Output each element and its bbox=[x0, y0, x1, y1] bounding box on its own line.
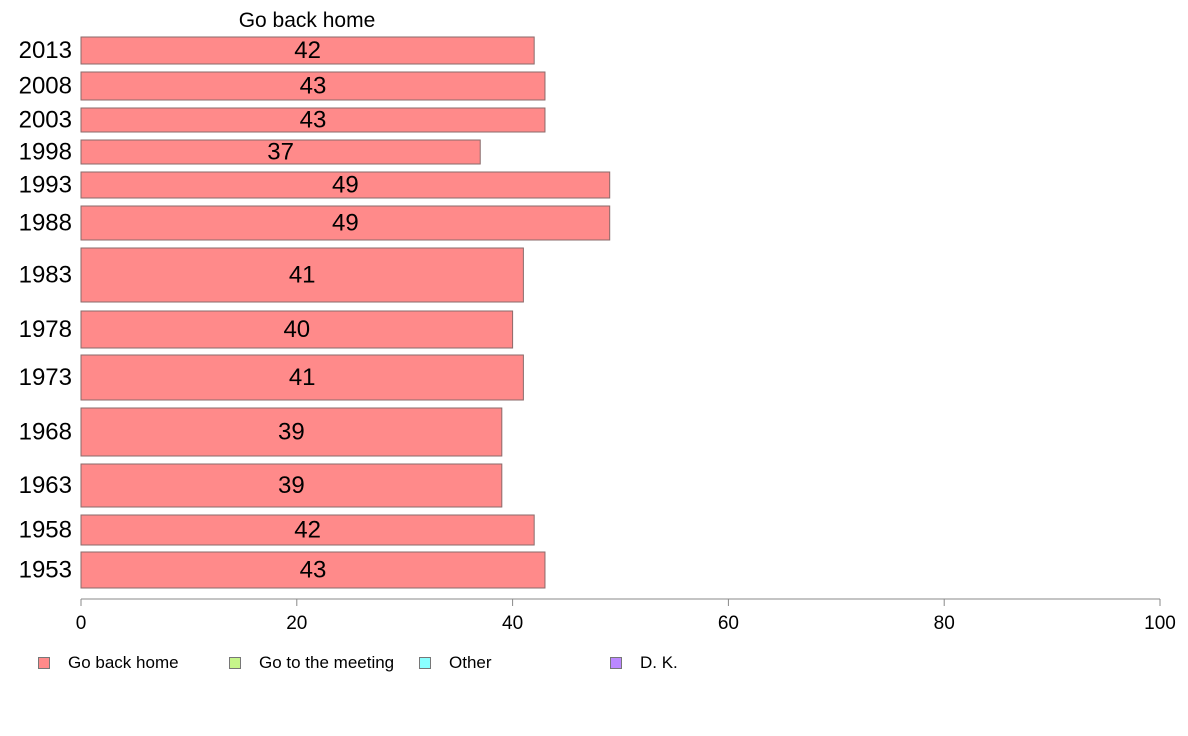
legend-swatch bbox=[419, 657, 431, 669]
value-label-2008: 43 bbox=[300, 73, 327, 100]
bar-1988 bbox=[80, 205, 611, 241]
x-tick-label-40: 40 bbox=[502, 613, 523, 634]
value-label-2003: 43 bbox=[300, 107, 327, 134]
x-tick-label-20: 20 bbox=[286, 613, 307, 634]
category-label-1968: 1968 bbox=[19, 419, 72, 446]
bar-1968 bbox=[80, 407, 503, 457]
value-label-1953: 43 bbox=[300, 557, 327, 584]
category-label-2013: 2013 bbox=[19, 37, 72, 64]
category-label-2008: 2008 bbox=[19, 73, 72, 100]
legend-swatch bbox=[610, 657, 622, 669]
x-tick-label-80: 80 bbox=[934, 613, 955, 634]
value-label-1963: 39 bbox=[278, 472, 305, 499]
bar-1983 bbox=[80, 247, 524, 303]
category-label-1963: 1963 bbox=[19, 472, 72, 499]
chart-title: Go back home bbox=[239, 9, 376, 32]
bar-1998 bbox=[80, 139, 481, 165]
legend-label: Go to the meeting bbox=[259, 653, 395, 672]
bars-group: 42 2013 43 2008 43 2003 37 1998 49 1993 49 1988 41 19… bbox=[19, 36, 611, 589]
legend-label: Other bbox=[449, 653, 492, 672]
legend-swatch bbox=[38, 657, 50, 669]
category-label-1983: 1983 bbox=[19, 262, 72, 289]
bar-1958 bbox=[80, 514, 535, 546]
legend-label: Go back home bbox=[68, 653, 179, 672]
legend-label: D. K. bbox=[640, 653, 678, 672]
bar-2003 bbox=[80, 107, 546, 133]
bar-1973 bbox=[80, 354, 524, 401]
category-label-1993: 1993 bbox=[19, 172, 72, 199]
legend-item-dk: D. K. bbox=[610, 652, 678, 674]
legend-item-other: Other bbox=[419, 652, 492, 674]
value-label-1983: 41 bbox=[289, 262, 316, 289]
x-axis: 0 20 40 60 80 100 bbox=[76, 598, 1176, 634]
legend-item-go-back-home: Go back home bbox=[38, 652, 179, 674]
bar-1978 bbox=[80, 310, 514, 349]
category-label-1958: 1958 bbox=[19, 517, 72, 544]
value-label-1973: 41 bbox=[289, 364, 316, 391]
legend-swatch bbox=[229, 657, 241, 669]
value-label-1958: 42 bbox=[294, 517, 321, 544]
bar-chart: Go back home 42 2013 43 2008 43 2003 37 1998 49 1… bbox=[19, 9, 1176, 634]
category-label-1953: 1953 bbox=[19, 557, 72, 584]
legend-item-go-to-the-meeting: Go to the meeting bbox=[229, 652, 394, 674]
value-label-2013: 42 bbox=[294, 37, 321, 64]
value-label-1988: 49 bbox=[332, 210, 359, 237]
bar-1963 bbox=[80, 463, 503, 508]
value-label-1993: 49 bbox=[332, 172, 359, 199]
bar-1993 bbox=[80, 171, 611, 199]
value-label-1998: 37 bbox=[267, 139, 294, 166]
category-label-1973: 1973 bbox=[19, 364, 72, 391]
bar-1953 bbox=[80, 551, 546, 589]
bar-2008 bbox=[80, 71, 546, 101]
category-label-2003: 2003 bbox=[19, 107, 72, 134]
category-label-1988: 1988 bbox=[19, 210, 72, 237]
value-label-1968: 39 bbox=[278, 419, 305, 446]
category-label-1978: 1978 bbox=[19, 316, 72, 343]
x-tick-label-60: 60 bbox=[718, 613, 739, 634]
value-label-1978: 40 bbox=[283, 316, 310, 343]
x-tick-label-0: 0 bbox=[76, 613, 87, 634]
x-tick-label-100: 100 bbox=[1144, 613, 1176, 634]
category-label-1998: 1998 bbox=[19, 139, 72, 166]
legend: Go back home Go to the meeting Other D. … bbox=[38, 652, 738, 674]
bar-2013 bbox=[80, 36, 535, 65]
